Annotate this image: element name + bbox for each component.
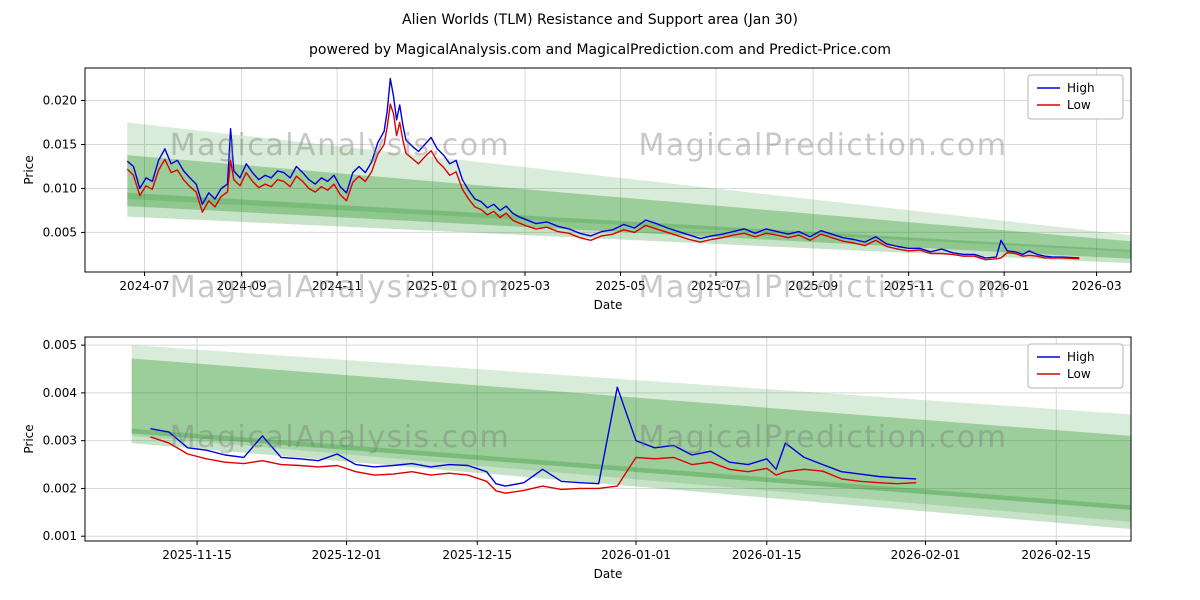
svg-text:2026-02-01: 2026-02-01: [891, 548, 961, 562]
svg-text:2026-01-01: 2026-01-01: [601, 548, 671, 562]
svg-text:2025-07: 2025-07: [691, 279, 741, 293]
svg-text:2025-12-01: 2025-12-01: [312, 548, 382, 562]
svg-text:2025-03: 2025-03: [500, 279, 550, 293]
svg-text:High: High: [1067, 350, 1095, 364]
svg-text:2026-02-15: 2026-02-15: [1021, 548, 1091, 562]
svg-text:0.010: 0.010: [43, 181, 77, 195]
svg-text:2026-01: 2026-01: [979, 279, 1029, 293]
svg-text:2026-01-15: 2026-01-15: [732, 548, 802, 562]
svg-text:2025-09: 2025-09: [788, 279, 838, 293]
svg-text:2024-11: 2024-11: [312, 279, 362, 293]
svg-text:2025-12-15: 2025-12-15: [442, 548, 512, 562]
page-title: Alien Worlds (TLM) Resistance and Suppor…: [402, 12, 798, 28]
svg-text:2026-03: 2026-03: [1071, 279, 1121, 293]
svg-text:High: High: [1067, 81, 1095, 95]
svg-text:0.015: 0.015: [43, 138, 77, 152]
svg-text:Date: Date: [594, 567, 623, 581]
svg-text:2025-01: 2025-01: [408, 279, 458, 293]
svg-text:Date: Date: [594, 298, 623, 312]
svg-text:2025-11-15: 2025-11-15: [162, 548, 232, 562]
svg-text:0.003: 0.003: [43, 434, 77, 448]
svg-text:2024-07: 2024-07: [119, 279, 169, 293]
svg-text:2025-05: 2025-05: [595, 279, 645, 293]
svg-text:0.004: 0.004: [43, 386, 77, 400]
svg-text:Low: Low: [1067, 367, 1091, 381]
svg-text:0.001: 0.001: [43, 529, 77, 543]
price-chart-bottom: 2025-11-15 2025-12-01 2025-12-15 2026-01-01…: [22, 336, 1132, 581]
svg-text:Price: Price: [22, 424, 36, 453]
page-subtitle: powered by MagicalAnalysis.com and Magic…: [309, 42, 891, 58]
svg-text:0.005: 0.005: [43, 338, 77, 352]
price-chart-top: 2024-07 2024-09 2024-11 2025-01 2025-03 2025-…: [22, 67, 1132, 312]
svg-text:0.002: 0.002: [43, 481, 77, 495]
svg-text:0.005: 0.005: [43, 225, 77, 239]
svg-text:Price: Price: [22, 155, 36, 184]
svg-text:2024-09: 2024-09: [217, 279, 267, 293]
svg-text:Low: Low: [1067, 98, 1091, 112]
svg-text:0.020: 0.020: [43, 94, 77, 108]
svg-text:2025-11: 2025-11: [884, 279, 934, 293]
